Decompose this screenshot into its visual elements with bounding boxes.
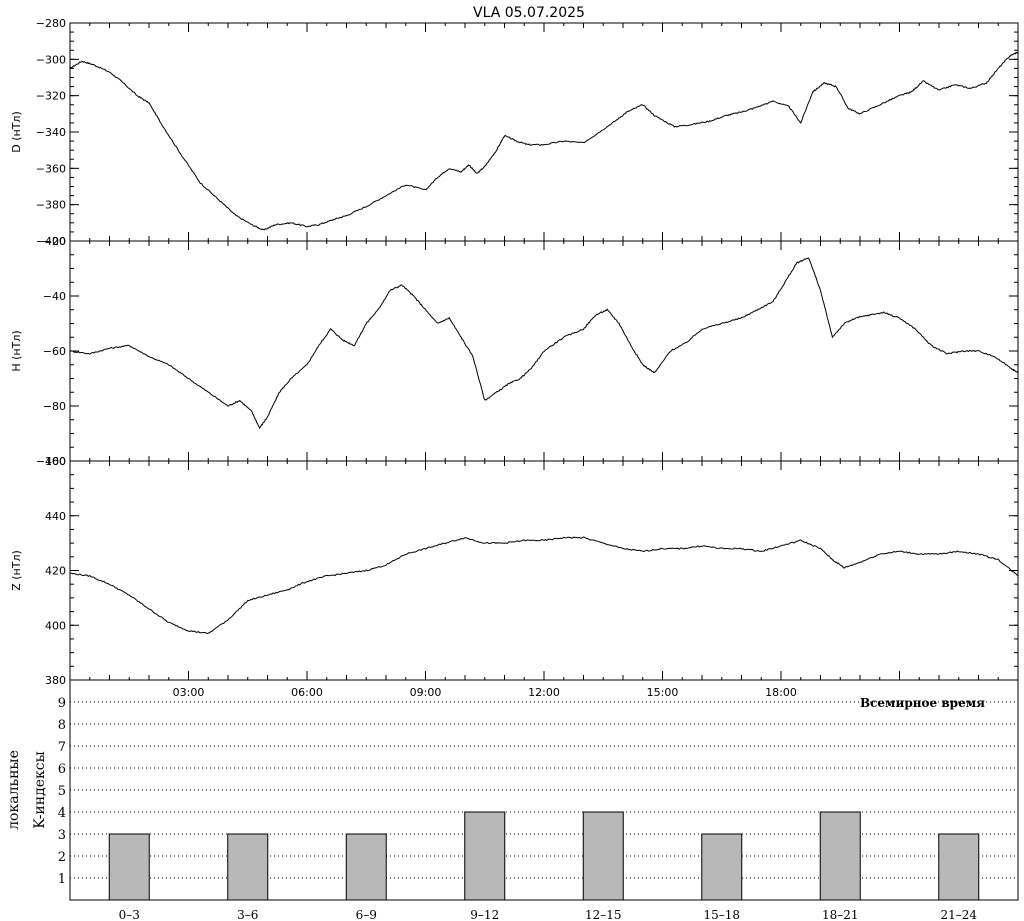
x-tick-label: 06:00 — [291, 686, 323, 699]
x-tick-label: 18:00 — [765, 686, 797, 699]
x-tick-label: 09:00 — [410, 686, 442, 699]
y-tick-label: −400 — [36, 235, 66, 248]
y-tick-label: −80 — [43, 400, 66, 413]
y-tick-label: −20 — [43, 235, 66, 248]
k-index-bar — [464, 811, 506, 901]
y-tick-label: −340 — [36, 126, 66, 139]
chart-layer: −280 −300 −320 −340 −360 −380 −400 D (нТл) −20 −4… — [6, 17, 1019, 921]
y-axis-label: D (нТл) — [10, 111, 23, 153]
y-tick-label: −280 — [36, 17, 66, 30]
y-tick-label: 4 — [58, 806, 66, 821]
k-index-bar — [938, 833, 980, 901]
category-label: 9–12 — [470, 908, 499, 921]
y-axis-label: Z (нТл) — [10, 550, 23, 591]
y-tick-label: 460 — [45, 455, 66, 468]
y-tick-label: 400 — [45, 619, 66, 632]
category-label: 3–6 — [237, 908, 258, 921]
y-tick-label: 8 — [58, 718, 66, 733]
panel-frame — [69, 679, 1019, 901]
x-tick-label: 03:00 — [173, 686, 205, 699]
series-line — [69, 257, 1019, 430]
k-index-bar — [701, 833, 743, 901]
category-label: 0–3 — [119, 908, 140, 921]
series-line — [69, 51, 1019, 231]
y-tick-label: 6 — [58, 762, 66, 777]
category-label: 6–9 — [356, 908, 377, 921]
category-label: 21–24 — [940, 908, 977, 921]
y-tick-label: −60 — [43, 345, 66, 358]
y-tick-label: 2 — [58, 850, 66, 865]
category-label: 12–15 — [585, 908, 622, 921]
chart-title: VLA 05.07.2025 — [473, 5, 585, 21]
y-tick-label: 380 — [45, 674, 66, 687]
y-axis-label: H (нТл) — [10, 330, 23, 371]
x-tick-label: 12:00 — [528, 686, 560, 699]
y-tick-label: 420 — [45, 565, 66, 578]
y-tick-label: −40 — [43, 290, 66, 303]
category-label: 18–21 — [822, 908, 859, 921]
k-index-bar — [345, 833, 387, 901]
panel-frame — [69, 22, 1019, 242]
y-tick-label: −300 — [36, 53, 66, 66]
k-index-bar — [108, 833, 150, 901]
x-tick-label: 15:00 — [647, 686, 679, 699]
y-tick-label: 440 — [45, 510, 66, 523]
y-tick-label: −320 — [36, 90, 66, 103]
y-tick-label: −100 — [36, 455, 66, 468]
k-index-bar — [582, 811, 624, 901]
k-index-panel: 1 2 3 4 5 6 7 8 9 03:00 06:00 09:00 12:00 15:00 18:00 В… — [6, 679, 1019, 921]
category-label: 15–18 — [703, 908, 740, 921]
y-tick-label: 9 — [58, 696, 66, 711]
panel-1: −280 −300 −320 −340 −360 −380 −400 D (нТл) — [10, 17, 1019, 248]
y-tick-label: −380 — [36, 199, 66, 212]
y-axis-label-line2: K-индексы — [32, 751, 48, 828]
series-line — [69, 536, 1019, 635]
y-tick-label: −360 — [36, 162, 66, 175]
panel-frame — [69, 460, 1019, 681]
x-axis-label: Всемирное время — [860, 696, 985, 710]
k-index-bar — [227, 833, 269, 901]
y-tick-label: 3 — [58, 828, 66, 843]
panel-2: −20 −40 −60 −80 −100 H (нТл) — [10, 235, 1019, 468]
y-axis-label-line1: локальные — [6, 750, 22, 830]
y-tick-label: 5 — [58, 784, 66, 799]
k-index-bar — [819, 811, 861, 901]
y-tick-label: 7 — [58, 740, 66, 755]
panel-3: 380 400 420 440 460 Z (нТл) — [10, 455, 1019, 687]
y-tick-label: 1 — [58, 872, 66, 887]
